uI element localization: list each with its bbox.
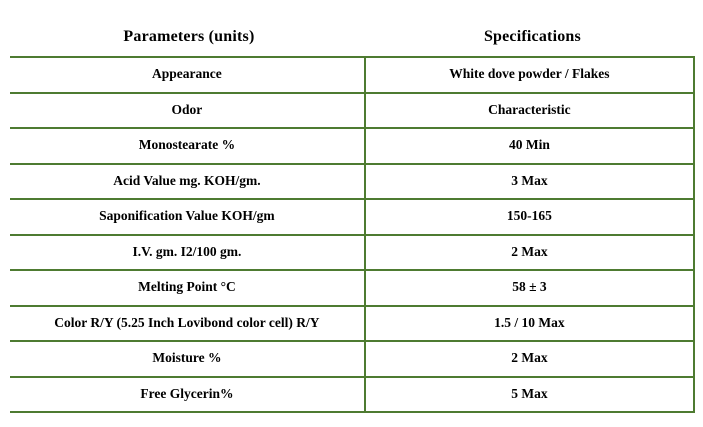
parameter-cell: Color R/Y (5.25 Inch Lovibond color cell… (10, 306, 366, 340)
parameter-cell: Monostearate % (10, 129, 366, 163)
specification-cell: 3 Max (511, 172, 548, 188)
column-header-specifications: Specifications (483, 27, 581, 45)
table-row: Monostearate % 40 Min (10, 129, 693, 165)
specification-cell: 2 Max (511, 243, 548, 259)
parameter-cell: Free Glycerin% (10, 377, 366, 411)
parameter-cell: Appearance (10, 58, 366, 92)
specification-cell: White dove powder / Flakes (449, 66, 610, 82)
parameter-cell: I.V. gm. I2/100 gm. (10, 235, 366, 269)
table-row: Moisture % 2 Max (10, 342, 693, 378)
parameter-cell: Moisture % (10, 342, 366, 376)
specification-cell: 40 Min (508, 137, 550, 153)
table-row: Appearance White dove powder / Flakes (10, 58, 693, 94)
parameter-cell: Melting Point °C (10, 271, 366, 305)
table-row: Melting Point °C 58 ± 3 (10, 271, 693, 307)
parameter-cell: Odor (10, 93, 366, 127)
table-header-row: Parameters (units) Specifications (10, 17, 697, 56)
specification-cell: 1.5 / 10 Max (494, 314, 565, 330)
specification-cell: 58 ± 3 (512, 279, 547, 295)
table-row: Free Glycerin% 5 Max (10, 377, 693, 413)
table-row: Saponification Value KOH/gm 150-165 (10, 200, 693, 236)
specifications-table: Appearance White dove powder / Flakes Odor… (10, 56, 695, 413)
table-row: Color R/Y (5.25 Inch Lovibond color cell… (10, 306, 693, 342)
table-row: I.V. gm. I2/100 gm. 2 Max (10, 235, 693, 271)
specification-cell: 150-165 (506, 208, 552, 224)
table-row: Acid Value mg. KOH/gm. 3 Max (10, 164, 693, 200)
specification-cell: 5 Max (511, 385, 548, 401)
parameter-cell: Acid Value mg. KOH/gm. (10, 164, 366, 198)
specification-cell: Characteristic (488, 101, 571, 117)
parameter-cell: Saponification Value KOH/gm (10, 200, 366, 234)
column-header-parameters: Parameters (units) (123, 27, 255, 45)
table-row: Odor Characteristic (10, 93, 693, 129)
specification-cell: 2 Max (511, 350, 548, 366)
